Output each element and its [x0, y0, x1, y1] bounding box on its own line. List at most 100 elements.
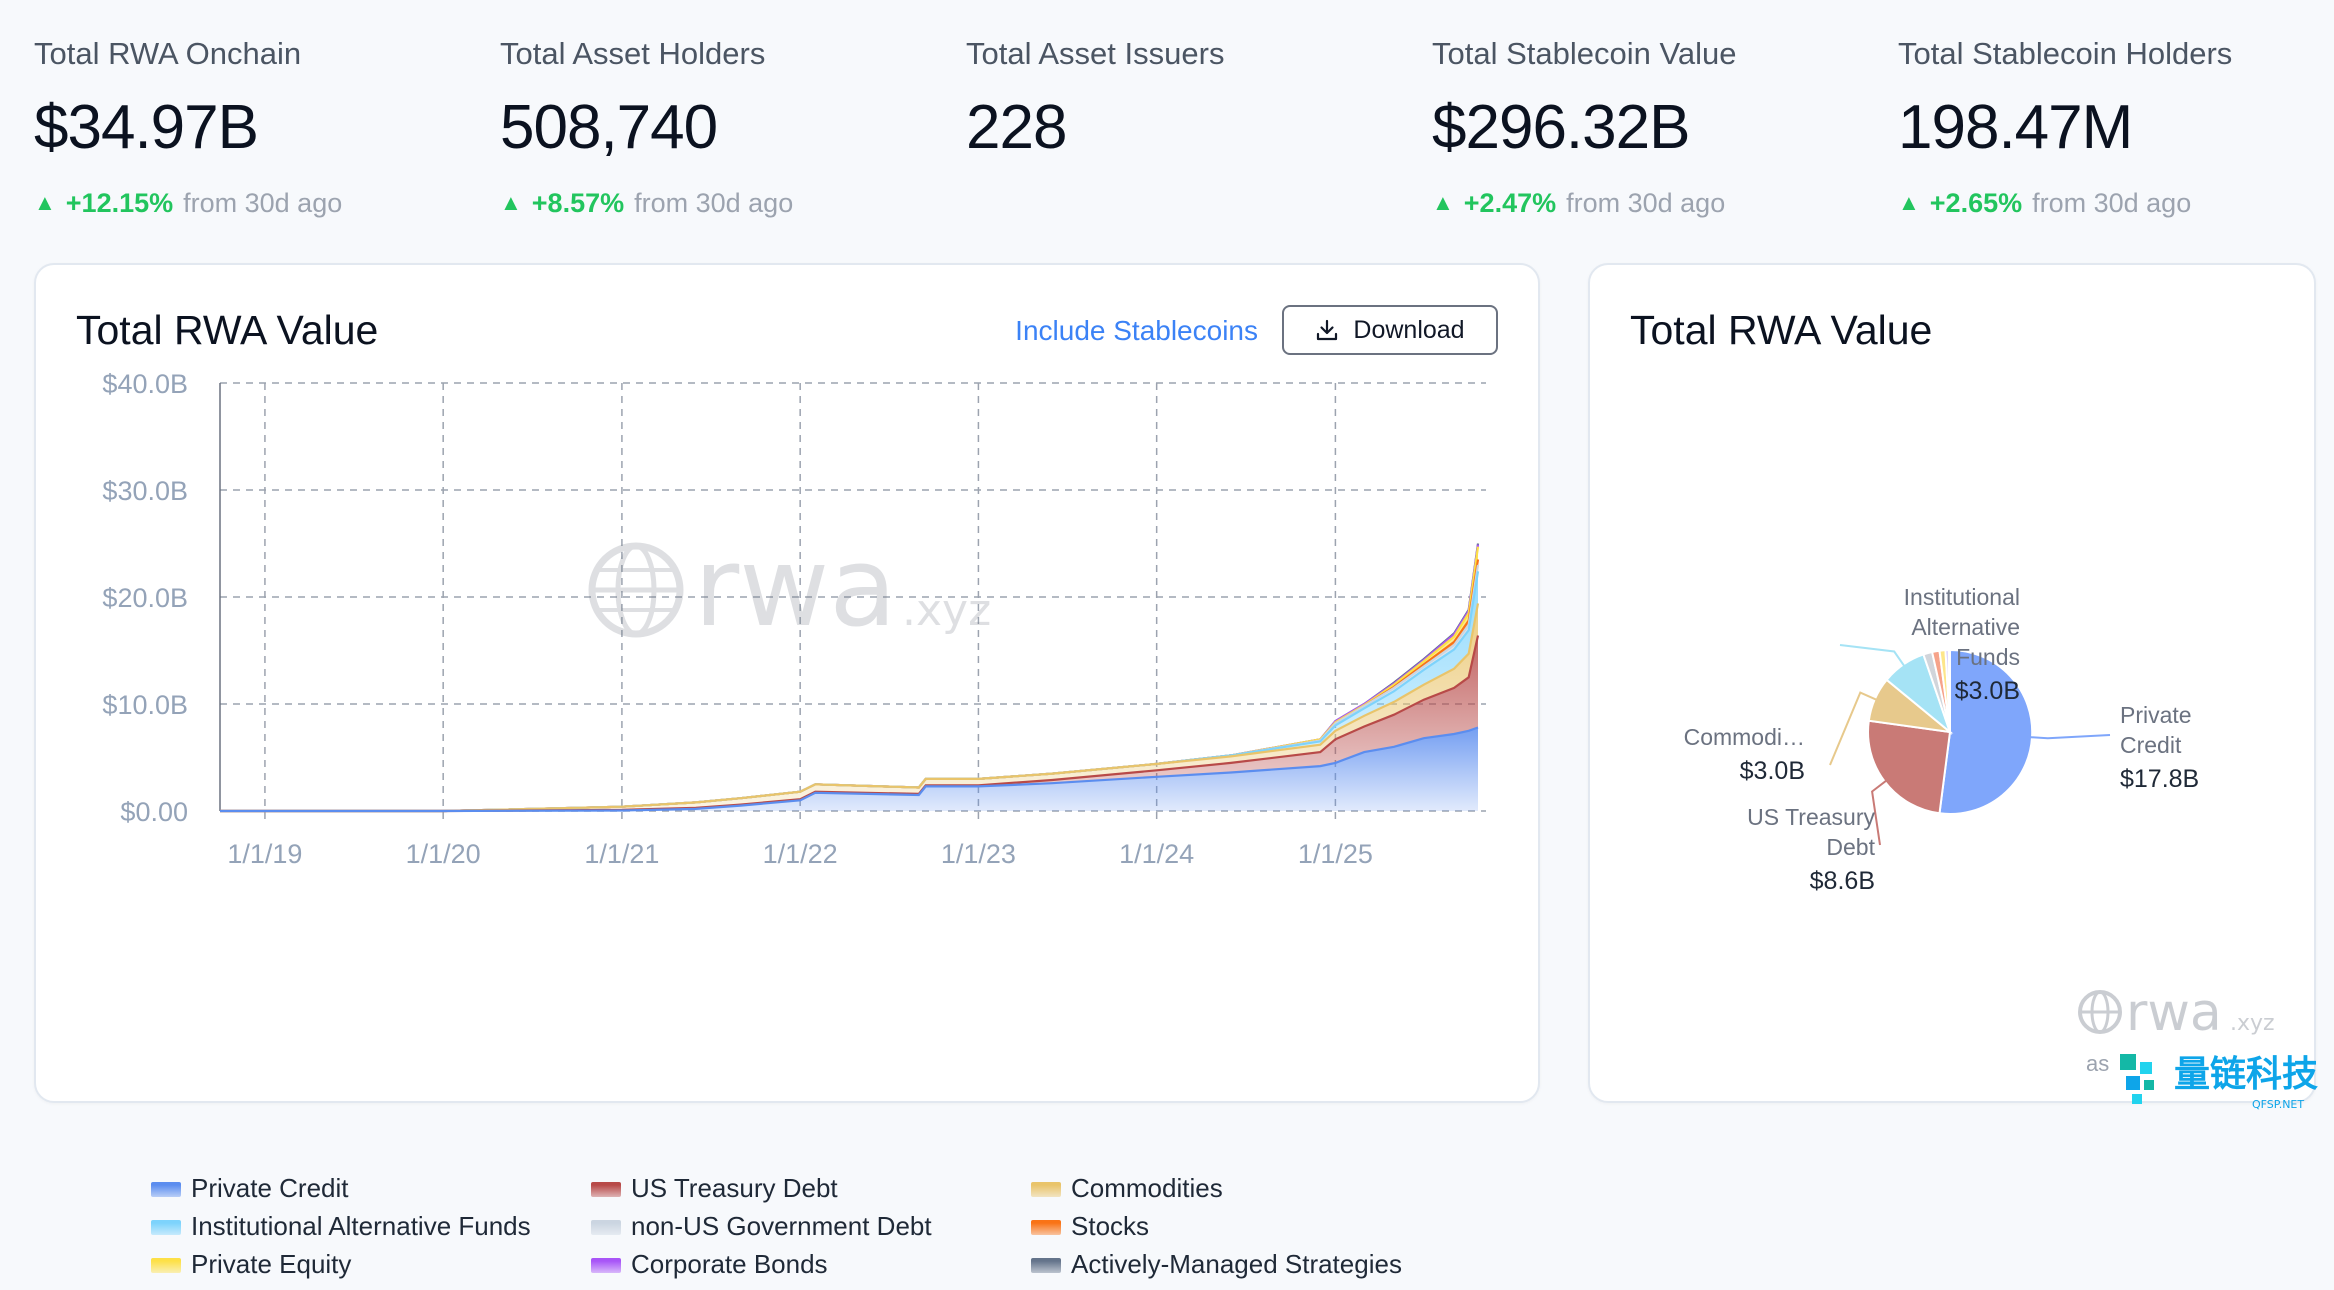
legend-item[interactable]: Stocks: [1031, 1208, 1150, 1244]
legend-item[interactable]: US Treasury Debt: [591, 1170, 838, 1206]
up-arrow-icon: ▲: [1898, 190, 1920, 215]
stat-value: 198.47M: [1898, 93, 2133, 162]
download-button[interactable]: Download: [1282, 305, 1498, 355]
legend-swatch: [151, 1182, 181, 1197]
pie-slice: [1867, 719, 1952, 815]
watermark-globe-icon: [588, 542, 684, 638]
watermark-text: rwa: [694, 523, 897, 651]
stat-value: $34.97B: [34, 93, 259, 162]
stat-label: Total Stablecoin Value: [1432, 36, 1737, 71]
stats-row: Total RWA Onchain $34.97B ▲ +12.15% from 3…: [0, 0, 2334, 240]
pie-label-leader: [1871, 778, 1889, 846]
legend-label: Stocks: [1071, 1211, 1150, 1241]
rwa-pie-chart-card: Private Credit $17.8B US Treasury Debt $8.6B C…: [1588, 263, 2316, 1103]
area-series-line-2: [220, 603, 1480, 813]
pie-slice-label: Commodi…: [1684, 724, 1805, 750]
download-button-label: Download: [1353, 315, 1465, 344]
area-chart-legend: Private Credit US Treasury Debt Commoditie…: [151, 1170, 1481, 1290]
stat-change-percent: +12.15%: [65, 188, 174, 218]
stat-total-stablecoin-holders: Total Stablecoin Holders 198.47M ▲ +2.65%…: [1898, 34, 2334, 220]
legend-item[interactable]: non-US Government Debt: [591, 1208, 932, 1244]
up-arrow-icon: ▲: [500, 190, 522, 215]
legend-label: US Treasury Debt: [631, 1173, 838, 1203]
up-arrow-icon: ▲: [1432, 190, 1454, 215]
area-series-line-0: [220, 726, 1479, 813]
watermark-globe-meridian: [2090, 990, 2110, 1034]
stat-change: ▲ +2.65% from 30d ago: [1898, 186, 2334, 220]
stat-value: 508,740: [500, 93, 718, 162]
stat-change-suffix: from 30d ago: [2032, 188, 2192, 218]
legend-swatch: [151, 1220, 181, 1235]
stat-value: $296.32B: [1432, 93, 1690, 162]
pie-slice-label: Credit: [2120, 732, 2182, 758]
pie-slice-value: $17.8B: [2120, 765, 2199, 793]
legend-item[interactable]: Actively-Managed Strategies: [1031, 1246, 1402, 1282]
y-tick-label: $40.0B: [102, 369, 188, 399]
pie-slice-value: $8.6B: [1810, 867, 1875, 895]
legend-swatch: [591, 1182, 621, 1197]
rwa-area-chart: $0.00 $10.0B $20.0B $30.0B $40.0B 1/1/19 1/1/2…: [102, 369, 1486, 869]
area-series-group: [220, 543, 1480, 813]
stat-label: Total RWA Onchain: [34, 36, 302, 71]
legend-label: Actively-Managed Strategies: [1071, 1249, 1402, 1279]
legend-swatch: [1031, 1258, 1061, 1273]
legend-label: Institutional Alternative Funds: [191, 1211, 531, 1241]
legend-swatch: [1031, 1220, 1061, 1235]
legend-label: Commodities: [1071, 1173, 1223, 1203]
legend-swatch: [1031, 1182, 1061, 1197]
legend-item[interactable]: Private Equity: [151, 1246, 351, 1282]
corner-logo-subtext: QFSP.NET: [2252, 1098, 2304, 1111]
legend-item[interactable]: Commodities: [1031, 1170, 1223, 1206]
legend-label: Corporate Bonds: [631, 1249, 828, 1279]
x-tick-label: 1/1/24: [1119, 839, 1194, 869]
pie-slice-label: Alternative: [1911, 614, 2020, 640]
watermark-text: rwa: [2126, 983, 2222, 1043]
include-stablecoins-toggle[interactable]: Include Stablecoins: [1015, 315, 1258, 346]
x-tick-label: 1/1/22: [763, 839, 838, 869]
stat-change: ▲ +8.57% from 30d ago: [500, 186, 940, 220]
pie-label-leader: [2027, 734, 2111, 740]
area-chart-title: Total RWA Value: [76, 307, 379, 353]
y-tick-label: $20.0B: [102, 583, 188, 613]
stat-change-percent: +2.65%: [1929, 188, 2023, 218]
x-tick-label: 1/1/25: [1298, 839, 1373, 869]
legend-swatch: [591, 1220, 621, 1235]
download-icon: [1317, 319, 1338, 341]
watermark-suffix: .xyz: [902, 585, 991, 636]
stat-total-rwa-onchain: Total RWA Onchain $34.97B ▲ +12.15% from 3…: [34, 34, 474, 220]
stat-label: Total Asset Issuers: [966, 36, 1225, 71]
pie-slice-label: Funds: [1956, 644, 2020, 670]
x-tick-label: 1/1/19: [227, 839, 302, 869]
area-series-0: [220, 727, 1478, 811]
pie-slice: [1938, 648, 2034, 815]
legend-swatch: [591, 1258, 621, 1273]
legend-item[interactable]: Institutional Alternative Funds: [151, 1208, 531, 1244]
legend-item[interactable]: Corporate Bonds: [591, 1246, 828, 1282]
rwa-watermark: rwa .xyz: [588, 523, 991, 651]
stat-value: 228: [966, 93, 1067, 162]
pie-slices: [1867, 648, 2034, 815]
stat-label: Total Stablecoin Holders: [1898, 36, 2233, 71]
watermark-suffix: .xyz: [2230, 1011, 2275, 1036]
rwa-area-chart-card: $0.00 $10.0B $20.0B $30.0B $40.0B 1/1/19 1/1/2…: [34, 263, 1540, 1279]
stat-change-percent: +8.57%: [531, 188, 625, 218]
stat-change-suffix: from 30d ago: [1566, 188, 1726, 218]
corner-logo-text: 量链科技: [2174, 1054, 2318, 1095]
stat-change: ▲ +12.15% from 30d ago: [34, 186, 474, 220]
legend-item[interactable]: Private Credit: [151, 1170, 349, 1206]
watermark-globe-icon: [2078, 990, 2122, 1034]
rwa-pie-chart: Private Credit $17.8B US Treasury Debt $8.6B C…: [1684, 584, 2275, 1076]
watermark-globe-meridian: [615, 543, 657, 637]
x-tick-label: 1/1/21: [584, 839, 659, 869]
pie-slice-label: US Treasury: [1747, 804, 1875, 830]
legend-label: Private Credit: [191, 1173, 349, 1203]
stat-total-stablecoin-value: Total Stablecoin Value $296.32B ▲ +2.47% f…: [1432, 34, 1872, 220]
x-tick-label: 1/1/20: [406, 839, 481, 869]
x-tick-label: 1/1/23: [941, 839, 1016, 869]
y-tick-label: $10.0B: [102, 690, 188, 720]
legend-label: non-US Government Debt: [631, 1211, 932, 1241]
stat-total-asset-issuers: Total Asset Issuers 228: [966, 34, 1406, 164]
pie-footer-text: as: [2086, 1051, 2109, 1076]
pie-slice: [1947, 648, 1951, 733]
pie-slice-label: Debt: [1826, 834, 1875, 860]
